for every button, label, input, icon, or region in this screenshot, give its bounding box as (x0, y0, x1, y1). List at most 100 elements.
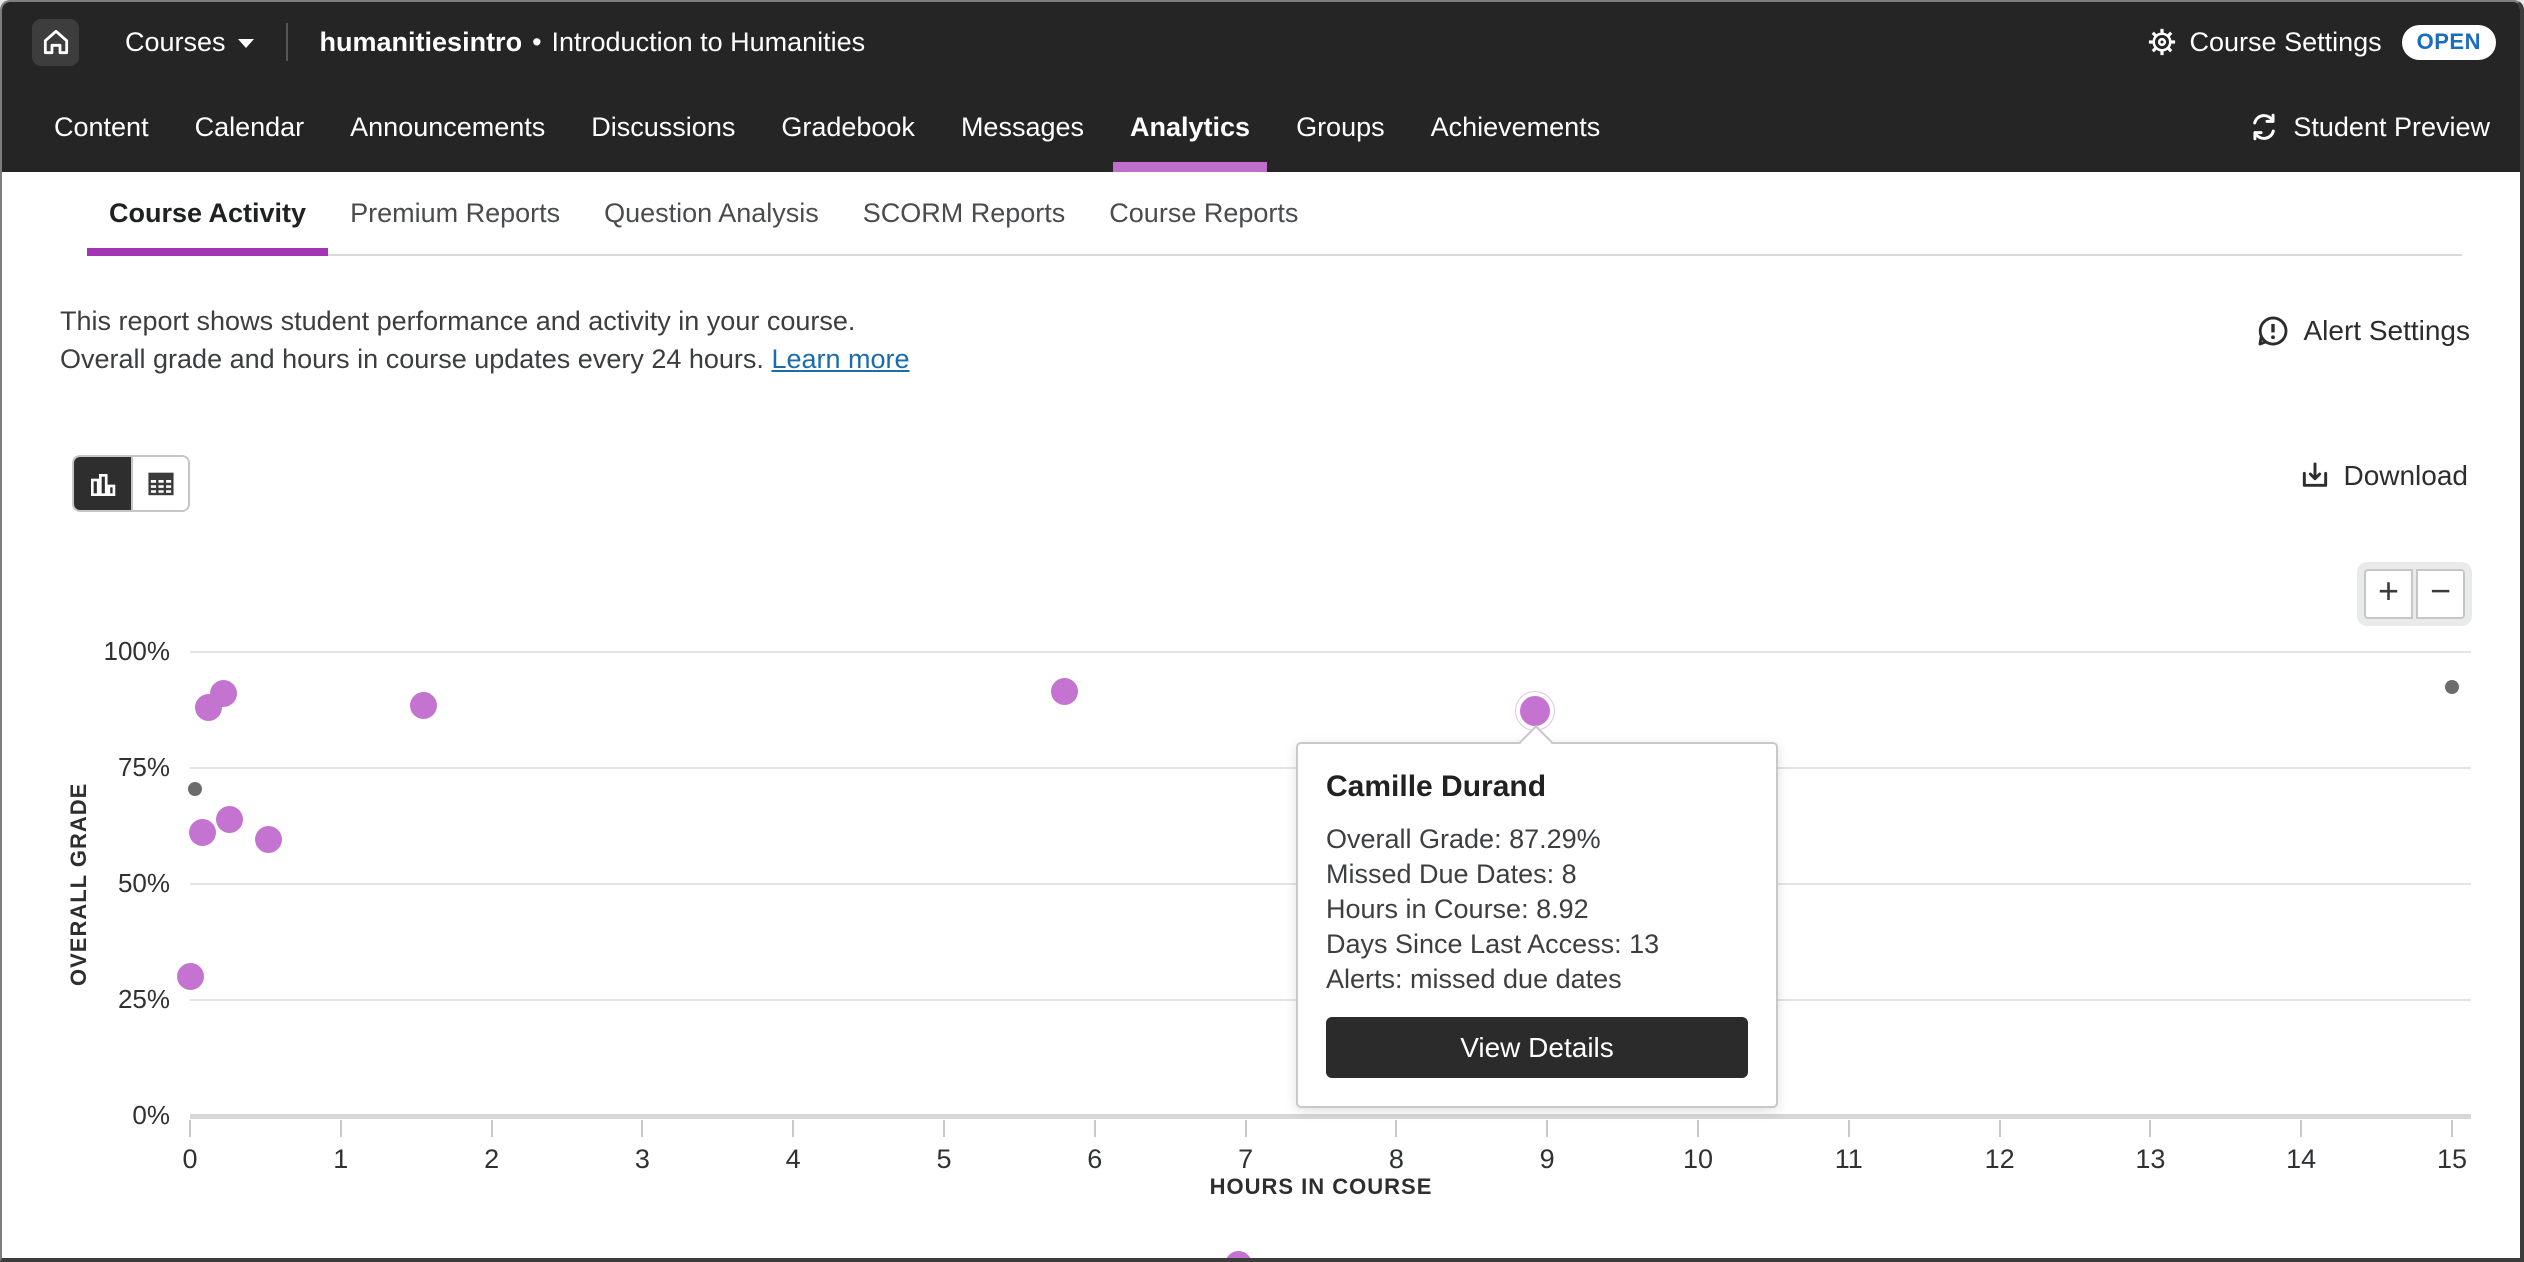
zoom-controls: + − (2357, 562, 2472, 626)
nav-tabs: ContentCalendarAnnouncementsDiscussionsG… (37, 82, 1617, 172)
course-nav: ContentCalendarAnnouncementsDiscussionsG… (2, 82, 2520, 172)
data-point[interactable] (2445, 680, 2459, 694)
alert-settings-button[interactable]: Alert Settings (2256, 314, 2470, 348)
x-tick-mark-15 (2451, 1120, 2453, 1137)
course-code: humanitiesintro (320, 27, 523, 58)
x-axis-title: HOURS IN COURSE (190, 1174, 2452, 1200)
data-point[interactable] (189, 819, 216, 846)
report-description-line1: This report shows student performance an… (60, 302, 910, 340)
top-bar: Courses humanitiesintro • Introduction t… (2, 2, 2520, 82)
student-preview-button[interactable]: Student Preview (2248, 82, 2490, 172)
x-tick-9: 9 (1517, 1144, 1577, 1175)
x-tick-1: 1 (311, 1144, 371, 1175)
download-button[interactable]: Download (2299, 460, 2468, 492)
chevron-down-icon (238, 39, 254, 48)
data-point[interactable] (410, 692, 437, 719)
learn-more-link[interactable]: Learn more (771, 344, 909, 374)
y-tick-100: 100% (62, 636, 170, 667)
course-breadcrumb: humanitiesintro • Introduction to Humani… (320, 27, 866, 58)
report-description: This report shows student performance an… (60, 302, 910, 378)
x-tick-5: 5 (914, 1144, 974, 1175)
table-icon (145, 468, 177, 500)
nav-tab-calendar[interactable]: Calendar (178, 82, 322, 172)
alert-icon (2256, 314, 2290, 348)
alert-settings-label: Alert Settings (2303, 315, 2470, 347)
student-preview-icon (2248, 111, 2280, 143)
x-tick-mark-8 (1395, 1120, 1397, 1137)
data-point[interactable] (1051, 678, 1078, 705)
gridline-0 (190, 1114, 2471, 1119)
x-tick-15: 15 (2422, 1144, 2482, 1175)
chart-view-button[interactable] (74, 457, 131, 510)
open-status-badge[interactable]: OPEN (2402, 25, 2496, 60)
nav-tab-content[interactable]: Content (37, 82, 166, 172)
tooltip-days-since-last-access: Days Since Last Access: 13 (1326, 927, 1748, 962)
course-settings-button[interactable]: Course Settings (2146, 26, 2382, 58)
download-label: Download (2343, 460, 2468, 492)
x-tick-7: 7 (1216, 1144, 1276, 1175)
highlighted-data-point[interactable] (1520, 696, 1550, 726)
student-preview-label: Student Preview (2293, 112, 2490, 143)
x-tick-8: 8 (1366, 1144, 1426, 1175)
x-tick-mark-13 (2149, 1120, 2151, 1137)
x-tick-mark-5 (943, 1120, 945, 1137)
bar-chart-icon (87, 468, 119, 500)
course-settings-label: Course Settings (2190, 27, 2382, 58)
zoom-out-button[interactable]: − (2416, 569, 2465, 619)
view-details-button[interactable]: View Details (1326, 1017, 1748, 1078)
courses-dropdown[interactable]: Courses (125, 27, 254, 58)
data-point[interactable] (188, 782, 202, 796)
home-button[interactable] (32, 19, 79, 66)
nav-tab-groups[interactable]: Groups (1279, 82, 1402, 172)
tooltip-alerts: Alerts: missed due dates (1326, 962, 1748, 997)
data-point[interactable] (255, 826, 282, 853)
x-tick-13: 13 (2120, 1144, 2180, 1175)
x-tick-mark-7 (1245, 1120, 1247, 1137)
tooltip-student-name: Camille Durand (1326, 770, 1748, 804)
subnav-tab-scorm-reports[interactable]: SCORM Reports (841, 172, 1088, 254)
tooltip-overall-grade: Overall Grade: 87.29% (1326, 822, 1748, 857)
x-tick-3: 3 (612, 1144, 672, 1175)
x-tick-mark-0 (189, 1120, 191, 1137)
subnav-tab-course-reports[interactable]: Course Reports (1087, 172, 1320, 254)
table-view-button[interactable] (131, 457, 188, 510)
subnav-tab-course-activity[interactable]: Course Activity (87, 172, 328, 254)
tooltip-hours-in-course: Hours in Course: 8.92 (1326, 892, 1748, 927)
x-tick-mark-2 (491, 1120, 493, 1137)
data-point[interactable] (210, 680, 237, 707)
report-description-line2: Overall grade and hours in course update… (60, 340, 910, 378)
home-icon (40, 26, 72, 58)
x-tick-0: 0 (160, 1144, 220, 1175)
data-point[interactable] (1225, 1251, 1252, 1262)
nav-tab-analytics[interactable]: Analytics (1113, 82, 1267, 172)
data-point[interactable] (216, 806, 243, 833)
x-tick-mark-6 (1094, 1120, 1096, 1137)
courses-label: Courses (125, 27, 226, 58)
subnav-tab-question-analysis[interactable]: Question Analysis (582, 172, 841, 254)
nav-tab-achievements[interactable]: Achievements (1414, 82, 1618, 172)
chart-view-toggle (72, 455, 190, 512)
subnav-tab-premium-reports[interactable]: Premium Reports (328, 172, 582, 254)
y-tick-50: 50% (62, 868, 170, 899)
y-tick-75: 75% (62, 752, 170, 783)
x-tick-mark-10 (1697, 1120, 1699, 1137)
x-tick-mark-14 (2300, 1120, 2302, 1137)
x-tick-4: 4 (763, 1144, 823, 1175)
x-tick-2: 2 (462, 1144, 522, 1175)
gear-icon (2146, 26, 2178, 58)
browser-window: Courses humanitiesintro • Introduction t… (0, 0, 2524, 1262)
download-icon (2299, 460, 2331, 492)
nav-tab-messages[interactable]: Messages (944, 82, 1101, 172)
nav-tab-gradebook[interactable]: Gradebook (764, 82, 932, 172)
x-tick-10: 10 (1668, 1144, 1728, 1175)
x-tick-11: 11 (1819, 1144, 1879, 1175)
tooltip-missed-due-dates: Missed Due Dates: 8 (1326, 857, 1748, 892)
nav-tab-announcements[interactable]: Announcements (333, 82, 562, 172)
breadcrumb-separator: • (532, 27, 541, 58)
data-point[interactable] (177, 963, 204, 990)
zoom-in-button[interactable]: + (2364, 569, 2413, 619)
x-tick-mark-3 (641, 1120, 643, 1137)
y-tick-25: 25% (62, 984, 170, 1015)
course-title: Introduction to Humanities (552, 27, 866, 58)
nav-tab-discussions[interactable]: Discussions (574, 82, 752, 172)
